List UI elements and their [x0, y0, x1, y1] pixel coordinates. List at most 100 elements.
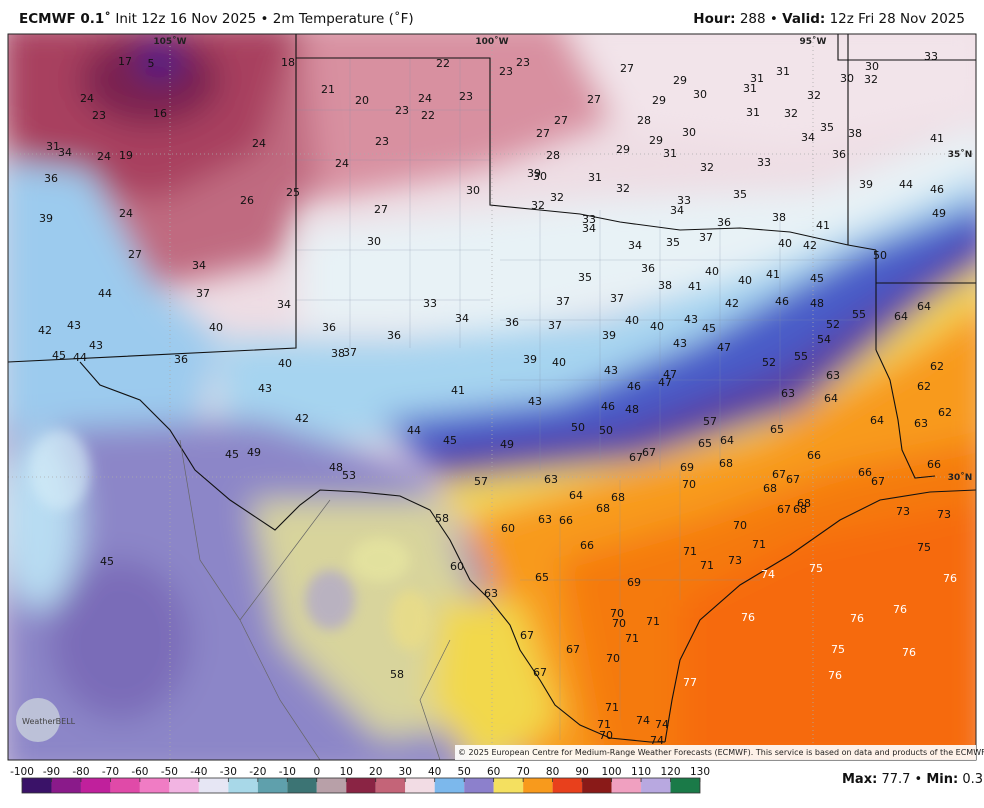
temperature-label: 43	[673, 337, 687, 350]
temperature-label: 37	[699, 231, 713, 244]
temperature-label: 60	[501, 522, 515, 535]
logo: WeatherBELL	[22, 717, 76, 726]
temperature-label: 77	[683, 676, 697, 689]
temperature-label: 24	[119, 207, 133, 220]
county-lines	[296, 58, 860, 740]
temperature-label: 38	[772, 211, 786, 224]
color-swatch	[582, 778, 612, 793]
temperature-label: 30	[693, 88, 707, 101]
temperature-label: 43	[89, 339, 103, 352]
colorbar-tick-label: 90	[575, 766, 588, 778]
temperature-label: 40	[278, 357, 292, 370]
temperature-label: 67	[520, 629, 534, 642]
temperature-label: 29	[649, 134, 663, 147]
temperature-label: 65	[770, 423, 784, 436]
separator: •	[769, 11, 778, 27]
temperature-label: 76	[902, 646, 916, 659]
colorbar-tick-label: 0	[313, 766, 320, 778]
temperature-label: 71	[625, 632, 639, 645]
latitude-label: 30˚N	[948, 472, 973, 483]
temperature-label: 64	[894, 310, 908, 323]
temperature-label: 37	[548, 319, 562, 332]
temperature-label: 32	[864, 73, 878, 86]
color-swatch	[198, 778, 229, 793]
color-swatch	[110, 778, 140, 793]
temperature-label: 31	[746, 106, 760, 119]
temperature-label: 58	[435, 512, 449, 525]
temperature-label: 75	[917, 541, 931, 554]
temperature-label: 66	[580, 539, 594, 552]
temperature-label: 34	[628, 239, 642, 252]
temperature-label: 33	[582, 213, 596, 226]
colorbar-tick-label: -50	[161, 766, 178, 778]
temperature-label: 36	[44, 172, 58, 185]
temperature-label: 49	[247, 446, 261, 459]
temperature-label: 46	[627, 380, 641, 393]
temperature-label: 50	[599, 424, 613, 437]
temperature-label: 29	[616, 143, 630, 156]
temperature-label: 71	[646, 615, 660, 628]
color-swatch	[80, 778, 111, 793]
temperature-label: 68	[719, 457, 733, 470]
temperature-label: 57	[703, 415, 717, 428]
temperature-label: 28	[637, 114, 651, 127]
color-swatch	[375, 778, 406, 793]
model-name: ECMWF 0.1˚	[19, 11, 112, 27]
temperature-label: 64	[720, 434, 734, 447]
temperature-label: 67	[566, 643, 580, 656]
temperature-label: 34	[192, 259, 206, 272]
temperature-label: 39	[859, 178, 873, 191]
temperature-label: 66	[807, 449, 821, 462]
temperature-label: 19	[119, 149, 133, 162]
temperature-label: 27	[374, 203, 388, 216]
temperature-label: 27	[128, 248, 142, 261]
temperature-label: 71	[700, 559, 714, 572]
temperature-label: 62	[917, 380, 931, 393]
temperature-label: 27	[587, 93, 601, 106]
temperature-label: 65	[535, 571, 549, 584]
temperature-label: 34	[455, 312, 469, 325]
temperature-label: 37	[196, 287, 210, 300]
header-left: ECMWF 0.1˚ Init 12z 16 Nov 2025 • 2m Tem…	[19, 11, 414, 27]
color-swatch	[287, 778, 317, 793]
colorbar-tick-label: 10	[340, 766, 353, 778]
temperature-label: 46	[930, 183, 944, 196]
temperature-label: 26	[240, 194, 254, 207]
temperature-label: 23	[375, 135, 389, 148]
temperature-label: 35	[578, 271, 592, 284]
temperature-label: 40	[778, 237, 792, 250]
temperature-label: 49	[932, 207, 946, 220]
temperature-label: 45	[702, 322, 716, 335]
temperature-label: 32	[784, 107, 798, 120]
temperature-label: 55	[852, 308, 866, 321]
temperature-label: 24	[335, 157, 349, 170]
color-swatch	[493, 778, 524, 793]
colorbar-tick-label: 80	[546, 766, 559, 778]
temperature-label: 40	[625, 314, 639, 327]
temperature-label: 42	[38, 324, 52, 337]
temperature-label: 73	[728, 554, 742, 567]
color-swatch	[139, 778, 170, 793]
color-swatch	[316, 778, 347, 793]
longitude-label: 100˚W	[475, 36, 508, 47]
temperature-label: 63	[914, 417, 928, 430]
temperature-label: 67	[533, 666, 547, 679]
temperature-label: 68	[793, 503, 807, 516]
temperature-label: 49	[500, 438, 514, 451]
temperature-label: 43	[604, 364, 618, 377]
temperature-label: 62	[930, 360, 944, 373]
temperature-label: 64	[824, 392, 838, 405]
colorbar-tick-label: 50	[457, 766, 470, 778]
temperature-label: 71	[752, 538, 766, 551]
temperature-label: 46	[601, 400, 615, 413]
colorbar-tick-label: 30	[399, 766, 412, 778]
temperature-label: 62	[938, 406, 952, 419]
temperature-label: 48	[329, 461, 343, 474]
temperature-label: 28	[546, 149, 560, 162]
color-swatch	[641, 778, 671, 793]
temperature-label: 43	[67, 319, 81, 332]
temperature-label: 29	[673, 74, 687, 87]
temperature-label: 70	[733, 519, 747, 532]
